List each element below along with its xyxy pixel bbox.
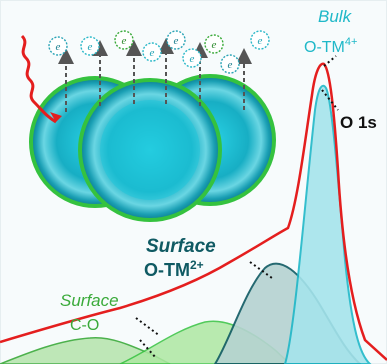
electron-label: e [212, 39, 217, 51]
surface2-title: Surface [146, 236, 216, 257]
electron-label: e [190, 53, 195, 65]
electron-label: e [228, 59, 233, 71]
surface1-pointer [135, 317, 161, 337]
electron-label: e [88, 41, 93, 53]
bulk-otm4-peak [283, 84, 372, 364]
bulk-charge: 4+ [345, 36, 358, 48]
xray-photon-icon [20, 34, 57, 124]
emission-arrow-icon [58, 38, 252, 112]
surface1-title: Surface [60, 291, 119, 310]
surface1-pointer-2 [139, 339, 157, 359]
surface2-charge: 2+ [190, 258, 204, 272]
bulk-species-label: O-TM4+ [304, 36, 357, 56]
electron-icon: e e e e e e e e e [48, 30, 270, 74]
bulk-title: Bulk [318, 7, 353, 26]
electron-label: e [150, 47, 155, 59]
particle-sphere-icon [29, 74, 276, 222]
electron-label: e [258, 35, 263, 47]
bulk-pointer-2 [321, 89, 339, 111]
surface2-species: O-TM [144, 260, 190, 280]
electron-label: e [122, 35, 127, 47]
electron-label: e [174, 35, 179, 47]
core-level-label: O 1s [340, 113, 377, 132]
surface2-species-label: O-TM2+ [144, 258, 204, 280]
surface1-species: C-O [70, 317, 99, 334]
o1s-spectrum-envelope [0, 62, 387, 361]
electron-label: e [56, 41, 61, 53]
bulk-species: O-TM [304, 39, 345, 56]
